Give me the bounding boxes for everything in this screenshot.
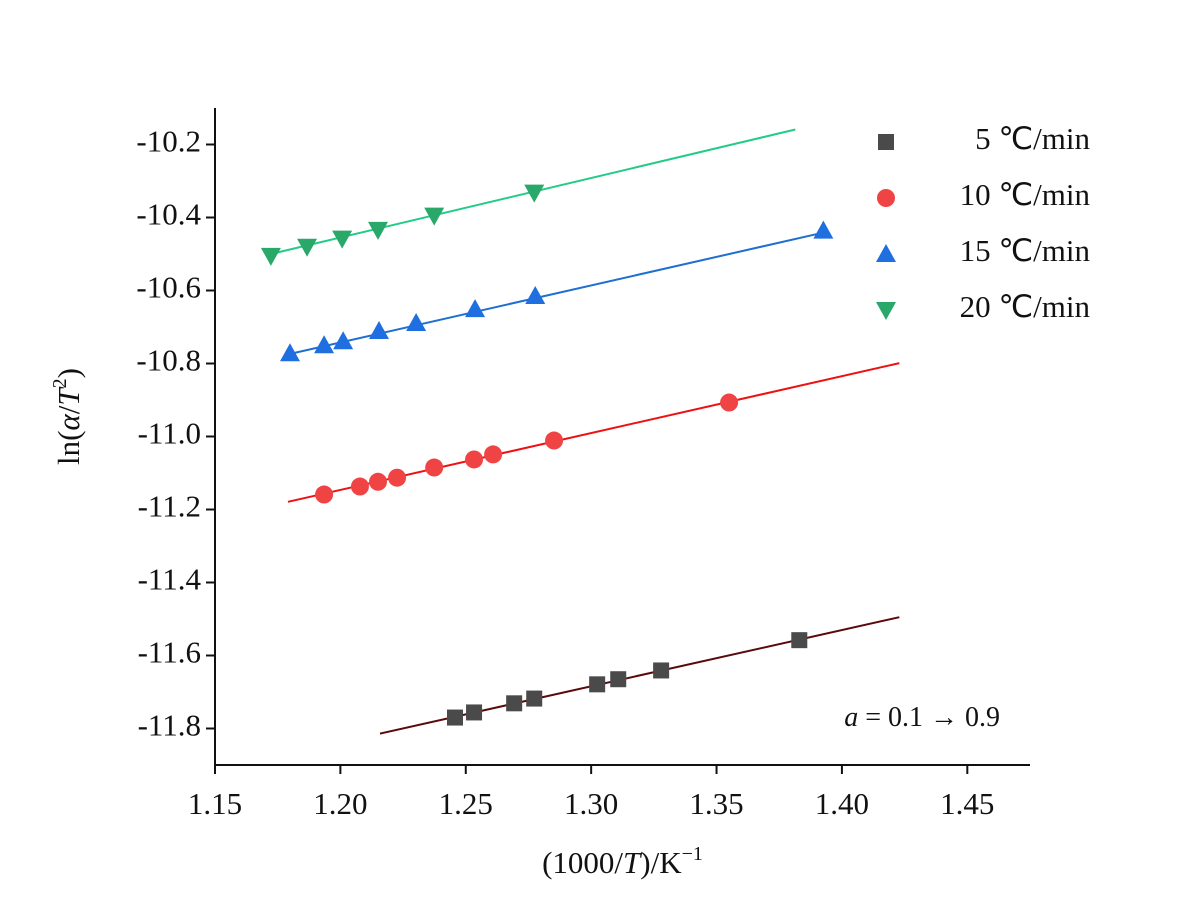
- annotation-var: a: [844, 702, 858, 733]
- y-tick-label: -10.2: [136, 124, 201, 159]
- fit-line: [287, 231, 823, 356]
- y-axis-label: ln(α/T2): [49, 368, 87, 465]
- point: [279, 343, 300, 362]
- point: [388, 468, 407, 487]
- y-tick-label: -10.6: [136, 270, 201, 305]
- point: [425, 458, 444, 477]
- x-tick-label: 1.35: [689, 786, 743, 821]
- y-tick-label: -10.8: [136, 343, 201, 378]
- annotation-text: = 0.1 → 0.9: [858, 702, 1000, 733]
- point: [332, 230, 353, 249]
- point: [369, 472, 387, 491]
- point: [406, 312, 427, 331]
- legend-label: 5 ℃/min: [975, 121, 1090, 156]
- point: [589, 676, 606, 693]
- y-tick-label: -11.8: [138, 708, 201, 743]
- point: [720, 393, 739, 412]
- point: [525, 285, 546, 304]
- legend-marker: [877, 189, 895, 207]
- y-label-part: /: [51, 405, 86, 414]
- point: [369, 321, 390, 340]
- y-tick-label: -11.2: [138, 489, 201, 524]
- legend-marker: [876, 302, 896, 320]
- x-tick-label: 1.40: [815, 786, 869, 821]
- point: [791, 632, 808, 649]
- y-label-part: T: [51, 386, 86, 406]
- y-tick-label: -11.6: [138, 635, 201, 670]
- legend-label: 10 ℃/min: [960, 177, 1091, 212]
- y-tick-label: -11.0: [138, 416, 201, 451]
- point: [333, 331, 354, 350]
- y-label-part: α: [51, 414, 86, 431]
- x-label-part: −1: [682, 843, 703, 865]
- x-axis-label: (1000/T)/K−1: [542, 843, 703, 881]
- y-label-part: ): [51, 368, 86, 378]
- x-label-part: (1000/: [542, 845, 623, 880]
- x-label-part: )/K: [640, 845, 682, 880]
- x-tick-label: 1.45: [940, 786, 994, 821]
- point: [297, 238, 318, 257]
- point: [314, 335, 335, 354]
- point: [446, 709, 463, 726]
- point: [466, 704, 483, 721]
- point: [315, 485, 334, 504]
- x-tick-label: 1.15: [188, 786, 242, 821]
- y-label-part: 2: [49, 378, 71, 388]
- point: [813, 220, 834, 239]
- point: [610, 671, 627, 688]
- point: [506, 695, 523, 712]
- point: [368, 221, 388, 240]
- x-tick-label: 1.25: [439, 786, 493, 821]
- point: [424, 207, 445, 226]
- point: [484, 445, 503, 464]
- point: [653, 662, 670, 679]
- annotation: a = 0.1 → 0.9: [844, 702, 1000, 733]
- point: [526, 690, 543, 707]
- legend-marker: [878, 134, 894, 150]
- y-label-part: ln(: [51, 431, 86, 465]
- point: [260, 247, 281, 266]
- legend-marker: [876, 244, 896, 262]
- y-tick-label: -10.4: [136, 197, 201, 232]
- x-tick-label: 1.30: [564, 786, 618, 821]
- point: [465, 450, 484, 469]
- point: [465, 299, 486, 318]
- legend-label: 15 ℃/min: [960, 233, 1091, 268]
- legend-label: 20 ℃/min: [960, 289, 1091, 324]
- point: [545, 431, 564, 450]
- y-tick-label: -11.4: [138, 562, 202, 597]
- point: [524, 184, 545, 203]
- x-tick-label: 1.20: [313, 786, 367, 821]
- x-label-part: T: [623, 845, 643, 880]
- point: [350, 477, 369, 496]
